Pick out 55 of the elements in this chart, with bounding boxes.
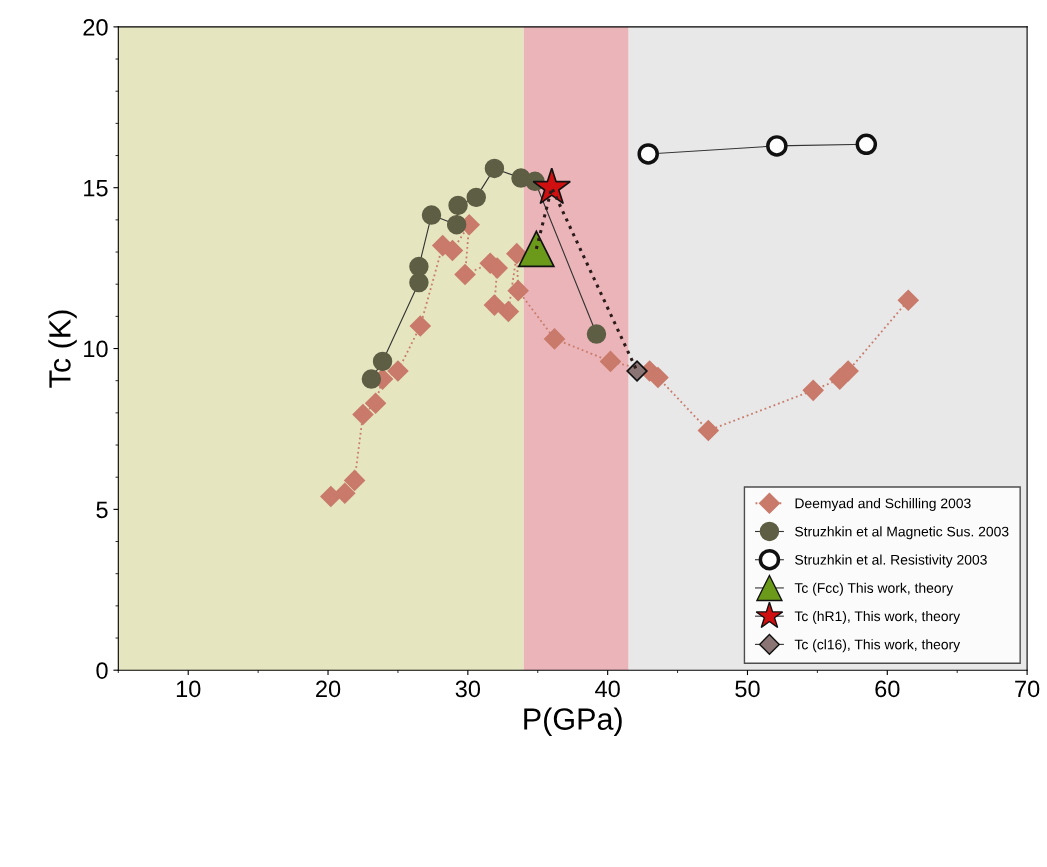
point xyxy=(647,366,669,388)
point xyxy=(897,289,919,311)
x-tick-label: 30 xyxy=(455,680,481,698)
legend-label: Struzhkin et al Magnetic Sus. 2003 xyxy=(795,526,1009,540)
y-tick-label: 10 xyxy=(84,340,108,358)
point xyxy=(586,324,607,344)
point xyxy=(544,328,566,350)
point xyxy=(409,256,429,277)
x-tick-label: 10 xyxy=(176,680,201,698)
point xyxy=(352,403,374,425)
point xyxy=(365,392,387,414)
point xyxy=(506,243,528,265)
point xyxy=(518,230,555,268)
point xyxy=(507,280,529,302)
x-tick-label: 50 xyxy=(735,680,760,698)
y-tick-label: 0 xyxy=(96,662,108,679)
point xyxy=(855,133,878,156)
point xyxy=(446,214,467,235)
point xyxy=(344,469,366,491)
point xyxy=(599,350,621,372)
point xyxy=(697,420,719,442)
point xyxy=(483,294,505,316)
point xyxy=(421,205,442,225)
legend-label: Tc (Fcc) This work, theory xyxy=(794,582,954,596)
point xyxy=(484,158,505,179)
y-tick-label: 20 xyxy=(83,18,108,36)
x-tick-label: 40 xyxy=(595,680,620,698)
point xyxy=(320,485,342,508)
point xyxy=(837,360,859,382)
y-tick-label: 5 xyxy=(96,501,108,519)
point xyxy=(626,360,648,382)
point xyxy=(637,143,659,165)
point xyxy=(387,360,409,382)
point xyxy=(466,187,486,208)
legend-label: Tc (cl16), This work, theory xyxy=(794,639,961,653)
x-tick-label: 60 xyxy=(875,680,900,698)
legend-label: Tc (hR1), This work, theory xyxy=(794,610,961,624)
legend-label: Struzhkin et al. Resistivity 2003 xyxy=(795,554,987,568)
point xyxy=(409,272,429,293)
y-axis-title: Tc (K) xyxy=(48,310,77,388)
point xyxy=(361,369,382,389)
point xyxy=(448,195,468,216)
point xyxy=(497,301,519,323)
point xyxy=(372,351,393,372)
point xyxy=(334,482,356,504)
point xyxy=(409,315,431,337)
point xyxy=(532,167,572,205)
x-tick-label: 70 xyxy=(1015,680,1040,698)
y-tick-label: 15 xyxy=(84,180,108,197)
x-tick-label: 20 xyxy=(316,680,341,698)
x-axis-title: P(GPa) xyxy=(524,707,622,736)
point xyxy=(766,135,788,157)
point xyxy=(802,379,824,401)
point xyxy=(454,264,476,286)
legend-label: Deemyad and Schilling 2003 xyxy=(795,498,971,512)
